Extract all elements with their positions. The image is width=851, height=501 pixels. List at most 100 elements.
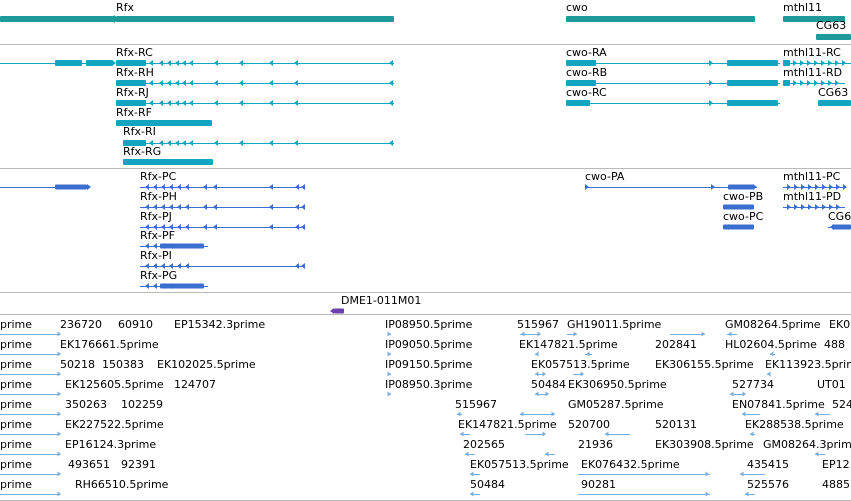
oligo-label[interactable]: DME1-011M01 — [341, 294, 422, 307]
est-label[interactable]: EK0 — [829, 318, 851, 331]
est-label[interactable]: prime — [0, 438, 33, 451]
transcript-label-cg63[interactable]: CG63 — [818, 86, 849, 99]
gene-label-rfx[interactable]: Rfx — [116, 1, 135, 14]
est-label[interactable]: EK306950.5prime — [568, 378, 667, 391]
est-label[interactable]: 50218 — [60, 358, 95, 371]
transcript-label-rfx-ri[interactable]: Rfx-RI — [123, 125, 156, 138]
est-label[interactable]: EK102025.5prime — [157, 358, 256, 371]
protein-label-cwo-pc[interactable]: cwo-PC — [723, 210, 764, 223]
est-label[interactable]: 520131 — [655, 418, 697, 431]
protein-label-rfx-pj[interactable]: Rfx-PJ — [140, 210, 172, 223]
protein-label-rfx-pc[interactable]: Rfx-PC — [140, 170, 177, 183]
est-label[interactable]: 4885 — [822, 478, 850, 491]
est-label[interactable]: 21936 — [578, 438, 613, 451]
est-label[interactable]: 435415 — [747, 458, 789, 471]
est-label[interactable]: 525576 — [747, 478, 789, 491]
strand-arrow-left — [521, 331, 525, 337]
est-label[interactable]: 50484 — [531, 378, 566, 391]
est-label[interactable]: 236720 — [60, 318, 102, 331]
strand-arrow-left — [159, 60, 163, 66]
est-label[interactable]: prime — [0, 458, 33, 471]
est-label[interactable]: 124707 — [174, 378, 216, 391]
est-track — [0, 331, 830, 497]
est-label[interactable]: 493651 — [68, 458, 110, 471]
est-label[interactable]: EK057513.5prime — [531, 358, 630, 371]
est-label[interactable]: prime — [0, 338, 33, 351]
est-label[interactable]: prime — [0, 418, 33, 431]
est-label[interactable]: 515967 — [455, 398, 497, 411]
transcript-label-rfx-rg[interactable]: Rfx-RG — [123, 145, 162, 158]
est-label[interactable]: 60910 — [118, 318, 153, 331]
gene-label-mthl11[interactable]: mthl11 — [783, 1, 823, 14]
est-label[interactable]: GM05287.5prime — [568, 398, 664, 411]
est-label[interactable]: 524 — [832, 398, 851, 411]
transcript-label-rfx-rj[interactable]: Rfx-RJ — [116, 86, 149, 99]
transcript-label-cwo-rb[interactable]: cwo-RB — [566, 66, 608, 79]
protein-label-cg6[interactable]: CG6 — [828, 210, 851, 223]
transcript-label-rfx-rh[interactable]: Rfx-RH — [116, 66, 154, 79]
transcript-label-cwo-rc[interactable]: cwo-RC — [566, 86, 607, 99]
est-label[interactable]: EK113923.5prime — [765, 358, 851, 371]
est-label[interactable]: EK176661.5prime — [60, 338, 159, 351]
est-label[interactable]: EK227522.5prime — [65, 418, 164, 431]
est-label[interactable]: IP08950.3prime — [385, 378, 473, 391]
est-label[interactable]: EK303908.5prime — [655, 438, 754, 451]
strand-arrow-left — [213, 204, 217, 210]
est-label[interactable]: EK147821.5prime — [519, 338, 618, 351]
est-label[interactable]: 202565 — [463, 438, 505, 451]
protein-label-cwo-pb[interactable]: cwo-PB — [723, 190, 764, 203]
est-label[interactable]: EP15342.3prime — [174, 318, 266, 331]
gene-label-cwo[interactable]: cwo — [566, 1, 588, 14]
strand-arrow-left — [167, 80, 171, 86]
est-label[interactable]: 50484 — [470, 478, 505, 491]
est-label[interactable]: 515967 — [517, 318, 559, 331]
gene-label-cg63[interactable]: CG63 — [816, 19, 847, 32]
est-label[interactable]: prime — [0, 398, 33, 411]
transcript-label-rfx-rf[interactable]: Rfx-RF — [116, 106, 152, 119]
protein-label-rfx-pf[interactable]: Rfx-PF — [140, 229, 175, 242]
est-label[interactable]: GM08264.3prime — [763, 438, 851, 451]
protein-label-rfx-ph[interactable]: Rfx-PH — [140, 190, 177, 203]
transcript-label-mthl11-rd[interactable]: mthl11-RD — [783, 66, 843, 79]
est-label[interactable]: GM08264.5prime — [725, 318, 821, 331]
transcript-label-mthl11-rc[interactable]: mthl11-RC — [783, 46, 841, 59]
est-label[interactable]: GH19011.5prime — [567, 318, 662, 331]
protein-label-rfx-pi[interactable]: Rfx-PI — [140, 249, 172, 262]
est-label[interactable]: prime — [0, 478, 33, 491]
est-label[interactable]: EP12 — [822, 458, 850, 471]
est-label[interactable]: 350263 — [65, 398, 107, 411]
transcript-label-cwo-ra[interactable]: cwo-RA — [566, 46, 607, 59]
est-label[interactable]: 520700 — [568, 418, 610, 431]
protein-label-mthl11-pc[interactable]: mthl11-PC — [783, 170, 841, 183]
est-label[interactable]: EK147821.5prime — [458, 418, 557, 431]
est-label[interactable]: 90281 — [581, 478, 616, 491]
est-label[interactable]: EP16124.3prime — [65, 438, 157, 451]
est-label[interactable]: EK076432.5prime — [581, 458, 680, 471]
est-label[interactable]: EK306155.5prime — [655, 358, 754, 371]
est-label[interactable]: 527734 — [732, 378, 774, 391]
strand-arrow-right — [701, 331, 705, 337]
protein-label-mthl11-pd[interactable]: mthl11-PD — [783, 190, 842, 203]
est-label[interactable]: EK057513.5prime — [470, 458, 569, 471]
est-label[interactable]: IP09050.5prime — [385, 338, 473, 351]
est-label[interactable]: EK125605.5prime — [65, 378, 164, 391]
est-label[interactable]: IP08950.5prime — [385, 318, 473, 331]
est-label[interactable]: 488 — [824, 338, 845, 351]
est-label[interactable]: IP09150.5prime — [385, 358, 473, 371]
est-label[interactable]: 202841 — [655, 338, 697, 351]
est-label[interactable]: UT01 — [817, 378, 846, 391]
est-label[interactable]: prime — [0, 358, 33, 371]
est-label[interactable]: HL02604.5prime — [725, 338, 817, 351]
protein-label-rfx-pg[interactable]: Rfx-PG — [140, 269, 178, 282]
est-label[interactable]: RH66510.5prime — [75, 478, 169, 491]
est-label[interactable]: 92391 — [121, 458, 156, 471]
est-label[interactable]: prime — [0, 318, 33, 331]
est-label[interactable]: EK288538.5prime — [745, 418, 844, 431]
est-label[interactable]: 102259 — [121, 398, 163, 411]
est-label[interactable]: 150383 — [102, 358, 144, 371]
est-label[interactable]: EN07841.5prime — [732, 398, 825, 411]
strand-arrow-right — [580, 371, 584, 377]
transcript-label-rfx-rc[interactable]: Rfx-RC — [116, 46, 153, 59]
est-label[interactable]: prime — [0, 378, 33, 391]
protein-label-cwo-pa[interactable]: cwo-PA — [585, 170, 625, 183]
